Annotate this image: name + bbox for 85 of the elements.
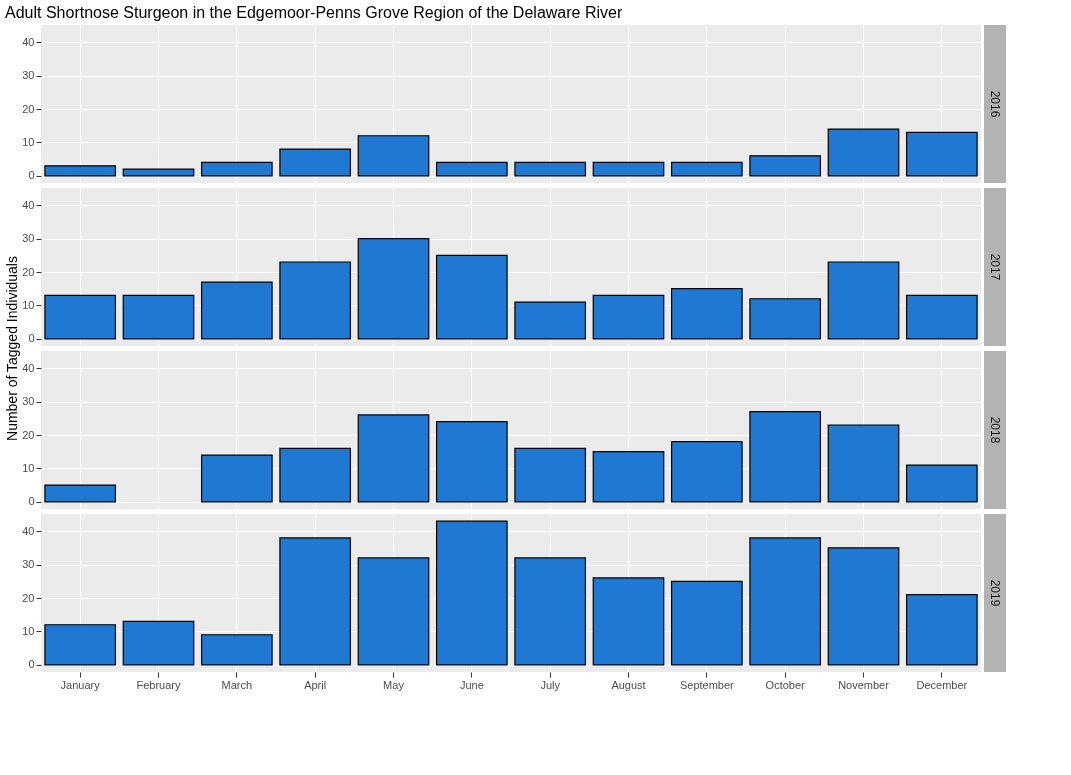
bar [435, 161, 508, 177]
y-tick-label: 20 [22, 102, 35, 115]
y-tick-label: 0 [28, 332, 35, 345]
y-tick-label: 40 [22, 524, 35, 537]
bar [827, 128, 900, 177]
bar [592, 451, 665, 503]
bar [44, 484, 117, 503]
bar [200, 161, 273, 177]
x-tick-label: November [838, 678, 890, 691]
bar [357, 135, 430, 177]
x-tick-label: May [383, 678, 405, 691]
bar [670, 441, 743, 503]
bar [44, 624, 117, 666]
y-tick-label: 0 [28, 495, 35, 508]
text: 2016 [988, 90, 1002, 118]
bar [435, 421, 508, 503]
bar [200, 281, 273, 340]
bar [905, 294, 978, 340]
y-tick-label: 20 [22, 265, 35, 278]
bar [749, 537, 822, 666]
bar [827, 547, 900, 666]
bar [514, 557, 587, 666]
bar [514, 301, 587, 340]
bar [279, 148, 352, 177]
bar [200, 634, 273, 666]
bar [749, 155, 822, 177]
bar [592, 294, 665, 340]
y-tick-label: 30 [22, 69, 35, 82]
chart-title: Adult Shortnose Sturgeon in the Edgemoor-Penns Grove Region of the Delaware River [5, 4, 623, 21]
bar [357, 557, 430, 666]
y-tick-label: 30 [22, 232, 35, 245]
x-tick-label: September [679, 678, 735, 691]
x-tick-label: October [765, 678, 806, 691]
bar [670, 580, 743, 666]
bar [435, 520, 508, 666]
bar [357, 414, 430, 503]
bar [749, 411, 822, 503]
bar [592, 161, 665, 177]
y-tick-label: 40 [22, 198, 35, 211]
text: 2019 [988, 579, 1002, 607]
y-tick-label: 0 [28, 169, 35, 182]
bar [122, 294, 195, 340]
bar [279, 261, 352, 340]
y-tick-label: 30 [22, 558, 35, 571]
text: 2018 [988, 416, 1002, 444]
x-tick-label: July [540, 678, 561, 691]
bar [670, 161, 743, 177]
y-tick-label: 0 [28, 658, 35, 671]
y-tick-label: 30 [22, 395, 35, 408]
x-tick-label: January [60, 678, 101, 691]
y-tick-label: 40 [22, 35, 35, 48]
x-tick-label: December [916, 678, 968, 691]
y-tick-label: 10 [22, 461, 35, 474]
y-tick-label: 10 [22, 298, 35, 311]
bar [122, 620, 195, 666]
x-tick-label: April [304, 678, 327, 691]
bar [905, 464, 978, 503]
x-tick-label: March [221, 678, 253, 691]
bar [905, 131, 978, 177]
bar [514, 161, 587, 177]
bar [279, 537, 352, 666]
y-tick-label: 20 [22, 591, 35, 604]
x-tick-label: February [136, 678, 181, 691]
y-tick-label: 20 [22, 428, 35, 441]
bar [279, 447, 352, 503]
bar [827, 424, 900, 503]
bar [200, 454, 273, 503]
bar [44, 294, 117, 340]
y-tick-label: 40 [22, 361, 35, 374]
y-axis-title: Number of Tagged Individuals [4, 256, 20, 441]
bar [749, 298, 822, 340]
bar [592, 577, 665, 666]
bar [122, 168, 195, 177]
bar [827, 261, 900, 340]
bar [357, 238, 430, 340]
x-tick-label: August [611, 678, 646, 691]
bar [670, 288, 743, 340]
x-tick-label: June [459, 678, 484, 691]
y-tick-label: 10 [22, 135, 35, 148]
bar [44, 165, 117, 177]
bar [514, 447, 587, 503]
bar [435, 254, 508, 340]
bar [905, 594, 978, 666]
y-tick-label: 10 [22, 624, 35, 637]
text: 2017 [988, 253, 1002, 281]
